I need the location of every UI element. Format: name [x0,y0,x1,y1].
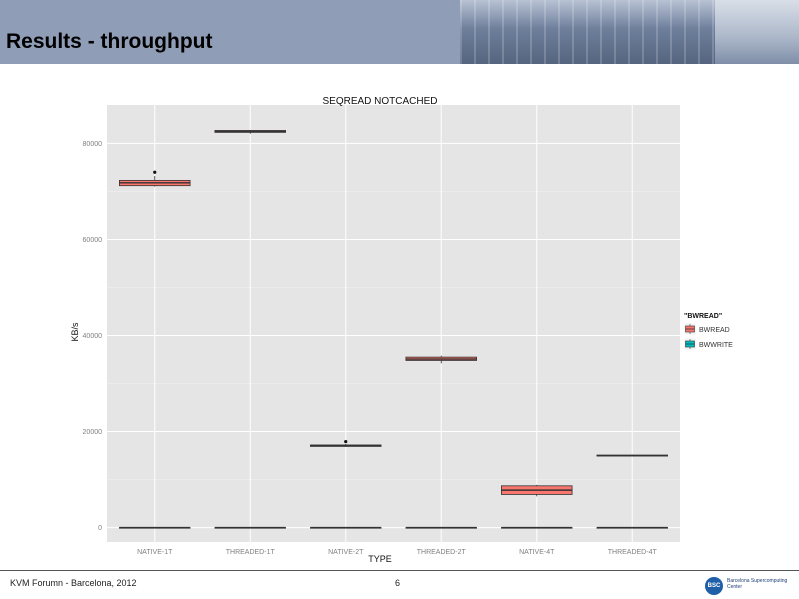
y-tick-label: 0 [98,525,102,532]
plot-panel [107,105,680,542]
bsc-logo-name: Barcelona Supercomputing Center [727,578,788,590]
legend-label: BWREAD [699,327,730,334]
x-tick-label: NATIVE-2T [328,549,364,556]
y-tick-label: 80000 [83,141,103,148]
header-photo-building [715,0,799,64]
x-tick-label: THREADED-4T [608,549,658,556]
x-tick-label: THREADED-2T [417,549,467,556]
chart-title: SEQREAD NOTCACHED [322,96,437,107]
page-title: Results - throughput [6,30,213,53]
bsc-logo: BSC Barcelona Supercomputing Center [705,577,795,597]
y-tick-label: 40000 [83,333,103,340]
outlier-point [153,170,157,174]
y-axis-label: KB/s [70,322,80,342]
legend-title: "BWREAD" [684,313,722,320]
x-tick-label: THREADED-1T [226,549,276,556]
slide-header [0,0,799,64]
boxplot-chart: 0 20000 40000 60000 80000 NATIVE-1T THREADED-1… [70,96,733,564]
footer-divider [0,570,799,571]
footer-text: KVM Forumn - Barcelona, 2012 [10,578,137,588]
outlier-point [344,440,348,444]
x-axis-label: TYPE [368,554,392,564]
x-tick-label: NATIVE-1T [137,549,173,556]
x-tick-label: NATIVE-4T [519,549,555,556]
page-number: 6 [395,578,401,588]
y-tick-label: 20000 [83,429,103,436]
legend-label: BWWRITE [699,342,733,349]
bsc-logo-mark: BSC [705,577,723,595]
y-tick-label: 60000 [83,237,103,244]
